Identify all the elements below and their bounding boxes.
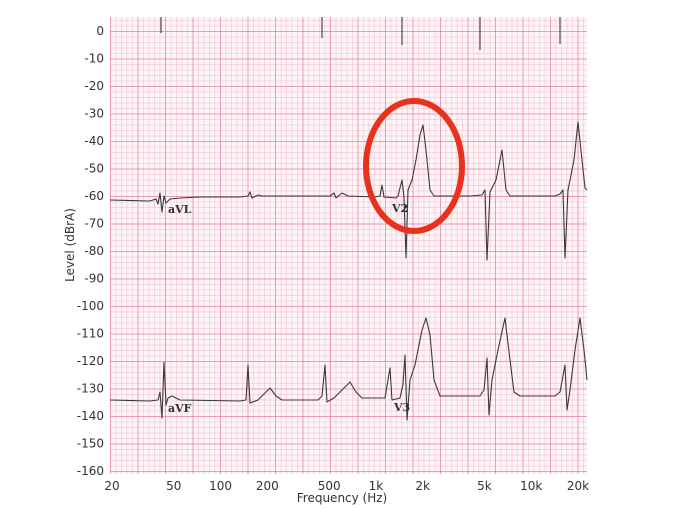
lead-label-v3: V3 xyxy=(393,401,410,414)
y-tick-label: -50 xyxy=(84,162,104,176)
y-tick-label: -90 xyxy=(84,272,104,286)
ecg-trace-lower xyxy=(109,317,588,421)
y-tick-label: -160 xyxy=(77,464,104,478)
highlight-ellipse xyxy=(363,98,465,234)
y-tick-label: -110 xyxy=(77,327,104,341)
y-tick-label: -20 xyxy=(84,79,104,93)
x-tick-label: 1k xyxy=(369,479,384,493)
x-tick-label: 10k xyxy=(520,479,542,493)
plot-area-ecg-grid xyxy=(110,17,587,474)
y-tick-label: -40 xyxy=(84,134,104,148)
x-axis-label: Frequency (Hz) xyxy=(297,491,388,505)
x-tick-label: 20 xyxy=(104,479,119,493)
y-tick-label: -30 xyxy=(84,107,104,121)
y-tick-label: -60 xyxy=(84,189,104,203)
y-axis-label: Level (dBrA) xyxy=(63,208,77,282)
y-tick-label: -130 xyxy=(77,382,104,396)
x-tick-label: 200 xyxy=(256,479,279,493)
y-tick-label: 0 xyxy=(96,24,104,38)
y-tick-label: -100 xyxy=(77,299,104,313)
ecg-trace-top-spikes xyxy=(160,17,561,50)
y-tick-label: -140 xyxy=(77,409,104,423)
x-tick-label: 50 xyxy=(166,479,181,493)
lead-label-avl: aVL xyxy=(168,203,192,216)
y-tick-label: -150 xyxy=(77,437,104,451)
x-tick-label: 5k xyxy=(477,479,492,493)
y-tick-label: -80 xyxy=(84,244,104,258)
x-tick-label: 100 xyxy=(209,479,232,493)
x-tick-label: 2k xyxy=(415,479,430,493)
y-tick-label: -120 xyxy=(77,354,104,368)
lead-label-v2: V2 xyxy=(391,202,408,215)
lead-label-avf: aVF xyxy=(168,402,192,415)
y-tick-label: -70 xyxy=(84,217,104,231)
x-tick-label: 20k xyxy=(567,479,589,493)
x-tick-label: 500 xyxy=(318,479,341,493)
ecg-trace-upper xyxy=(109,121,588,261)
y-tick-label: -10 xyxy=(84,52,104,66)
